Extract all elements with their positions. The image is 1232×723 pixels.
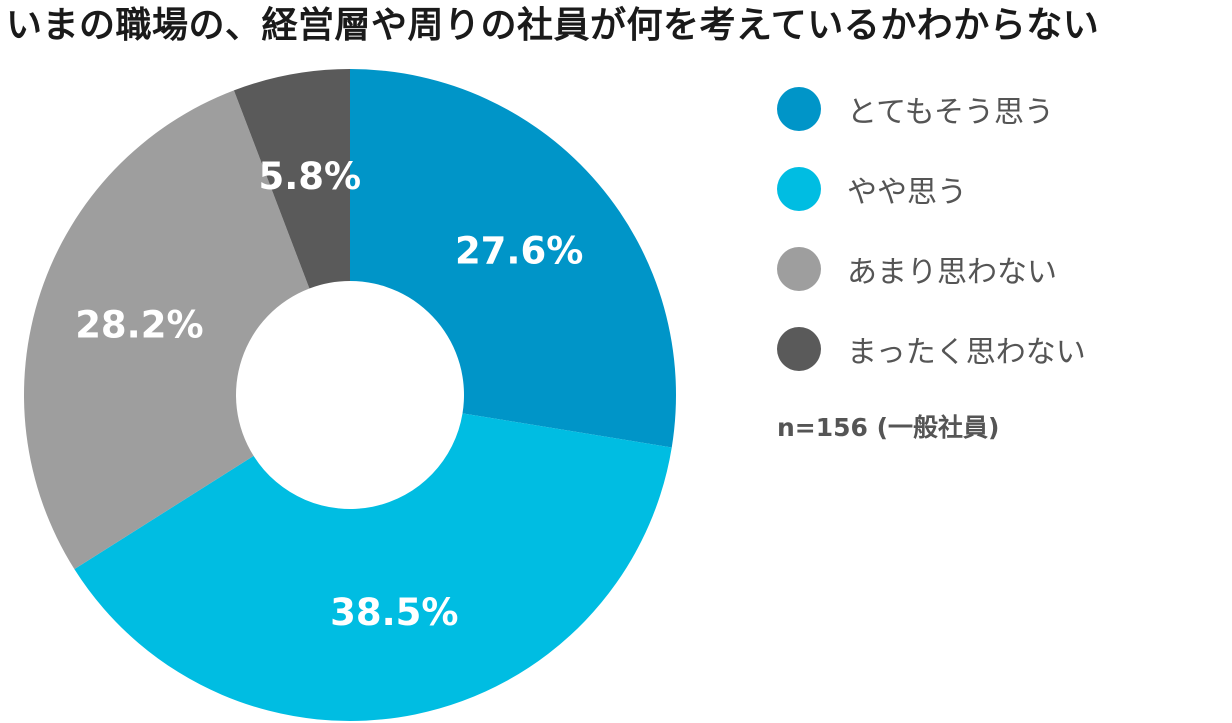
legend-label-2: あまり思わない bbox=[847, 255, 1057, 290]
legend-label-0: とてもそう思う bbox=[847, 95, 1054, 130]
slice-value-label-3: 5.8% bbox=[258, 155, 361, 198]
chart-title: いまの職場の、経営層や周りの社員が何を考えているかわからない bbox=[6, 5, 1100, 46]
legend-label-3: まったく思わない bbox=[847, 335, 1086, 370]
legend-swatch-3 bbox=[777, 327, 821, 371]
legend-swatch-0 bbox=[777, 87, 821, 131]
legend-swatch-1 bbox=[777, 167, 821, 211]
donut-slice-0 bbox=[350, 69, 676, 448]
legend-item-1: やや思う bbox=[777, 166, 1086, 212]
donut-slices bbox=[24, 69, 676, 721]
slice-value-label-1: 38.5% bbox=[330, 591, 458, 634]
legend-item-3: まったく思わない bbox=[777, 326, 1086, 372]
legend-item-0: とてもそう思う bbox=[777, 86, 1086, 132]
legend: とてもそう思う やや思う あまり思わない まったく思わない bbox=[777, 86, 1086, 406]
slice-value-label-2: 28.2% bbox=[75, 303, 203, 346]
legend-label-1: やや思う bbox=[847, 175, 967, 210]
legend-swatch-2 bbox=[777, 247, 821, 291]
donut-slice-3 bbox=[233, 69, 350, 289]
donut-slice-labels: 27.6% 38.5% 28.2% 5.8% bbox=[75, 155, 583, 634]
donut-slice-1 bbox=[74, 413, 672, 721]
sample-size-note: n=156 (一般社員) bbox=[777, 413, 1000, 442]
donut-slice-2 bbox=[24, 90, 310, 570]
legend-item-2: あまり思わない bbox=[777, 246, 1086, 292]
slice-value-label-0: 27.6% bbox=[455, 230, 583, 273]
